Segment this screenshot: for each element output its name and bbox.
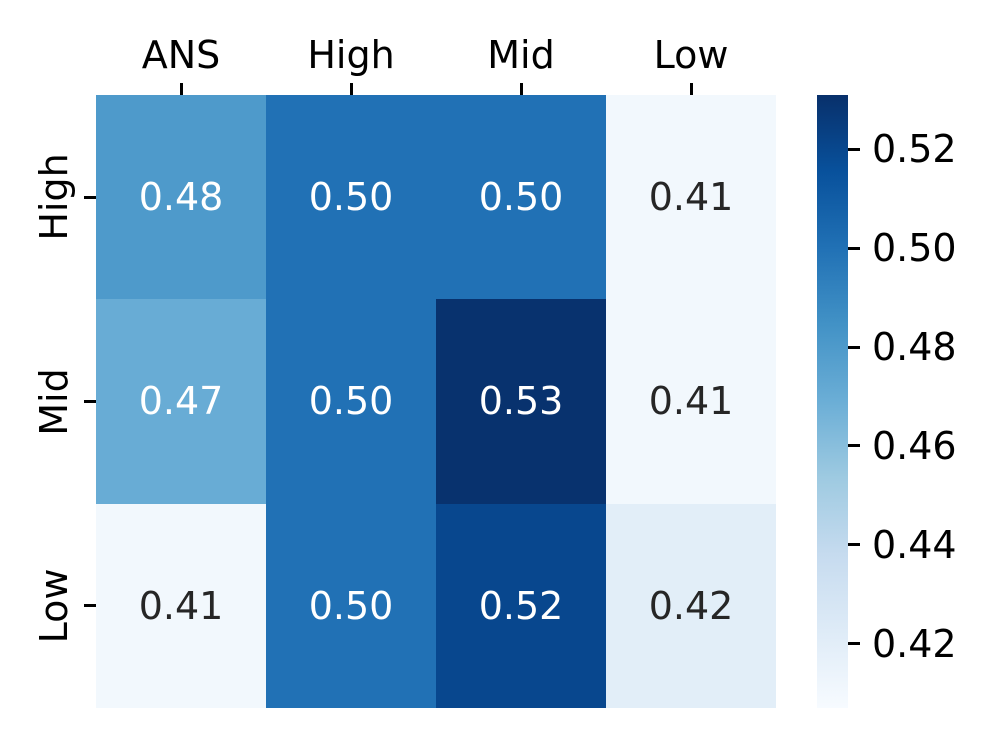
- cell-annotation: 0.50: [308, 583, 394, 628]
- cell-annotation: 0.48: [138, 175, 224, 220]
- heatmap-cell-mid-low: 0.41: [606, 299, 776, 504]
- colorbar-tick-mark: [848, 345, 860, 349]
- cell-annotation: 0.50: [478, 175, 564, 220]
- heatmap-cell-high-low: 0.41: [606, 95, 776, 300]
- cell-annotation: 0.41: [648, 379, 734, 424]
- colorbar-tick-mark: [848, 147, 860, 151]
- x-tick-label-high: High: [307, 33, 395, 77]
- colorbar-tick-mark: [848, 642, 860, 646]
- colorbar-tick-label: 0.48: [872, 325, 957, 370]
- cell-annotation: 0.50: [308, 379, 394, 424]
- y-tick-mark: [84, 604, 96, 608]
- x-tick-mark: [689, 83, 693, 95]
- y-tick-mark: [84, 400, 96, 403]
- y-tick-label-low: Low: [32, 568, 76, 644]
- x-tick-label-mid: Mid: [487, 33, 555, 77]
- heatmap-cell-low-high: 0.50: [266, 503, 436, 708]
- cell-annotation: 0.42: [648, 583, 734, 628]
- heatmap-cell-low-ans: 0.41: [96, 503, 266, 708]
- heatmap-grid: 0.48 0.50 0.50 0.41 0.47 0.50 0.53 0.41 0.41 0.50…: [96, 95, 776, 708]
- cell-annotation: 0.47: [138, 379, 224, 424]
- colorbar-tick-mark: [848, 246, 860, 250]
- colorbar-tick-mark: [848, 543, 860, 547]
- x-tick-mark: [179, 83, 183, 95]
- colorbar-tick-mark: [848, 444, 860, 448]
- y-tick-mark: [84, 195, 96, 199]
- heatmap-cell-high-high: 0.50: [266, 95, 436, 300]
- colorbar-tick-label: 0.44: [872, 522, 957, 567]
- x-tick-mark: [349, 83, 353, 95]
- heatmap-cell-high-ans: 0.48: [96, 95, 266, 300]
- x-tick-mark: [519, 83, 523, 95]
- cell-annotation: 0.41: [648, 175, 734, 220]
- heatmap-cell-mid-ans: 0.47: [96, 299, 266, 504]
- y-tick-label-mid: Mid: [32, 367, 76, 436]
- cell-annotation: 0.50: [308, 175, 394, 220]
- heatmap-cell-mid-mid: 0.53: [436, 299, 606, 504]
- colorbar-tick-label: 0.46: [872, 423, 957, 468]
- colorbar-tick-label: 0.52: [872, 127, 957, 172]
- colorbar-tick-label: 0.50: [872, 226, 957, 271]
- cell-annotation: 0.52: [478, 583, 564, 628]
- heatmap-cell-low-low: 0.42: [606, 503, 776, 708]
- colorbar: [817, 95, 848, 708]
- heatmap-cell-high-mid: 0.50: [436, 95, 606, 300]
- x-tick-label-ans: ANS: [141, 33, 221, 77]
- cell-annotation: 0.41: [138, 583, 224, 628]
- colorbar-tick-label: 0.42: [872, 621, 957, 666]
- y-tick-label-high: High: [32, 153, 76, 241]
- heatmap-cell-low-mid: 0.52: [436, 503, 606, 708]
- x-tick-label-low: Low: [653, 33, 729, 77]
- cell-annotation: 0.53: [478, 379, 564, 424]
- heatmap-cell-mid-high: 0.50: [266, 299, 436, 504]
